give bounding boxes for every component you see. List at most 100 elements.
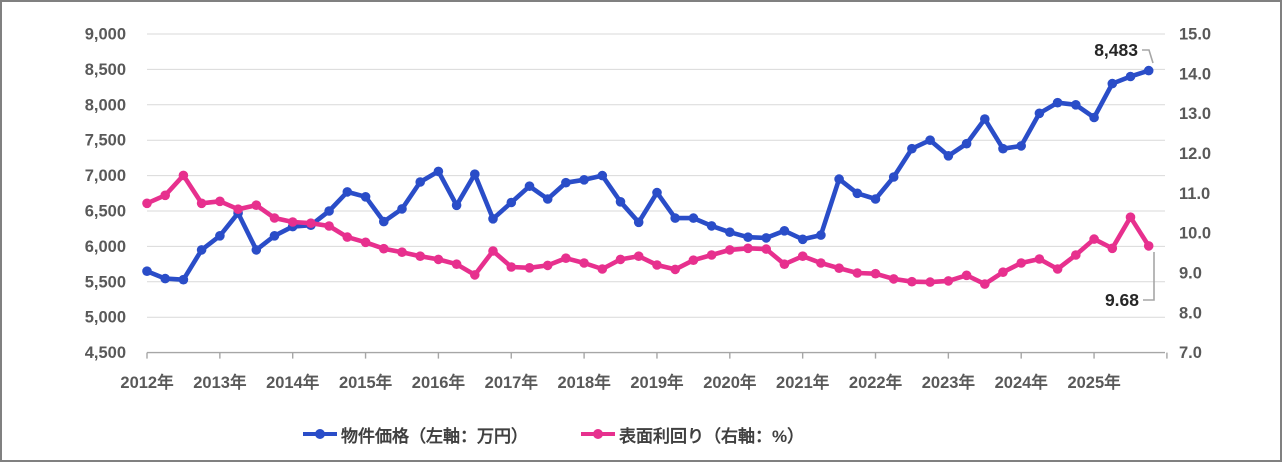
left-axis-label: 7,000 [85,167,126,185]
price-data-point [1143,65,1154,76]
price-data-point [761,233,771,243]
yield-annotation-leader-line [1143,252,1155,301]
yield-data-point [1143,241,1154,251]
yield-data-point [160,190,170,201]
price-data-point [470,169,480,179]
price-data-point [524,181,535,191]
yield-data-point [287,217,298,227]
price-data-point [779,226,790,236]
price-data-point [888,172,899,182]
yield-data-point [579,258,589,268]
yield-data-point [379,243,389,254]
price-data-point [1016,141,1026,151]
price-data-point [561,177,571,188]
x-axis-label: 2025年 [1067,372,1121,392]
price-data-point [852,188,863,199]
price-data-point [870,194,881,204]
yield-data-point [1016,258,1026,268]
yield-series [142,170,1154,289]
price-data-point [379,216,389,227]
yield-data-point [215,196,225,207]
price-data-point [725,227,735,237]
left-axis-label: 6,000 [85,238,126,256]
yield-data-point [925,277,935,287]
price-data-point [415,177,426,187]
chart-legend: 物件価格（左軸：万円） 表面利回り（右軸：%） [2,421,1280,451]
yield-data-point [797,251,808,261]
yield-data-point [269,213,280,223]
price-data-point [397,204,407,214]
right-axis-label: 10.0 [1179,225,1211,243]
right-axis-label: 8.0 [1179,304,1202,322]
yield-data-point [1107,243,1118,254]
price-data-point [816,230,826,240]
price-data-point [706,221,717,231]
price-data-point [451,200,462,211]
x-axis-label: 2017年 [485,372,539,392]
yield-data-point [597,264,608,274]
price-data-point [1071,100,1081,110]
yield-data-point [324,221,334,231]
price-data-point [160,273,170,284]
yield-data-point [888,274,899,284]
yield-data-point [615,254,626,265]
price-data-point [1052,97,1063,108]
right-axis-label: 12.0 [1179,145,1211,163]
yield-data-point [415,251,426,261]
yield-data-point [360,237,371,248]
x-axis-label: 2018年 [557,372,611,392]
yield-data-point [397,247,407,257]
x-axis-label: 2024年 [995,372,1049,392]
price-data-point [834,174,844,184]
right-axis-label: 13.0 [1179,105,1211,123]
price-data-point [797,234,808,245]
yield-data-point [779,259,790,270]
price-data-point [1089,112,1099,123]
yield-data-point [1034,254,1045,264]
yield-data-point [743,243,753,254]
price-data-point [1107,78,1118,89]
price-series-marker-icon [303,429,337,439]
price-data-point [670,213,680,223]
yield-data-point [688,255,699,265]
x-axis-label: 2020年 [703,372,757,392]
price-data-point [142,266,152,277]
yield-data-point [961,270,972,281]
price-data-point [324,206,334,216]
yield-data-point [725,245,735,255]
price-data-point [251,245,262,255]
price-data-point [633,217,644,228]
price-data-point [925,135,935,145]
legend-label-yield: 表面利回り（右軸：%） [619,426,805,446]
price-data-point [178,274,189,285]
yield-data-point [506,262,517,272]
price-data-point [961,138,972,149]
price-data-point [342,187,353,197]
x-axis-label: 2021年 [776,372,830,392]
yield-latest-annotation: 9.68 [1105,290,1139,310]
yield-data-point [142,198,152,209]
yield-data-point [998,267,1008,278]
x-axis-label: 2012年 [120,372,174,392]
left-axis-label: 8,000 [85,96,126,114]
yield-data-point [233,204,243,214]
right-axis-label: 14.0 [1179,65,1211,83]
price-data-point [542,194,553,204]
yield-series-marker-icon [581,429,615,439]
yield-data-point [196,198,207,209]
price-data-point [433,166,444,177]
price-annotation-leader-line [1142,49,1154,64]
left-axis-label: 7,500 [85,132,126,150]
yield-data-point [542,260,553,271]
yield-data-point [433,254,444,265]
x-axis-label: 2023年 [922,372,976,392]
price-data-point [743,232,753,242]
yield-data-point [1052,264,1063,274]
x-axis-label: 2019年 [630,372,684,392]
left-axis-label: 5,500 [85,273,126,291]
right-axis-label: 7.0 [1179,344,1202,362]
price-data-point [196,245,207,255]
price-data-point [269,231,280,241]
price-data-point [488,214,498,224]
